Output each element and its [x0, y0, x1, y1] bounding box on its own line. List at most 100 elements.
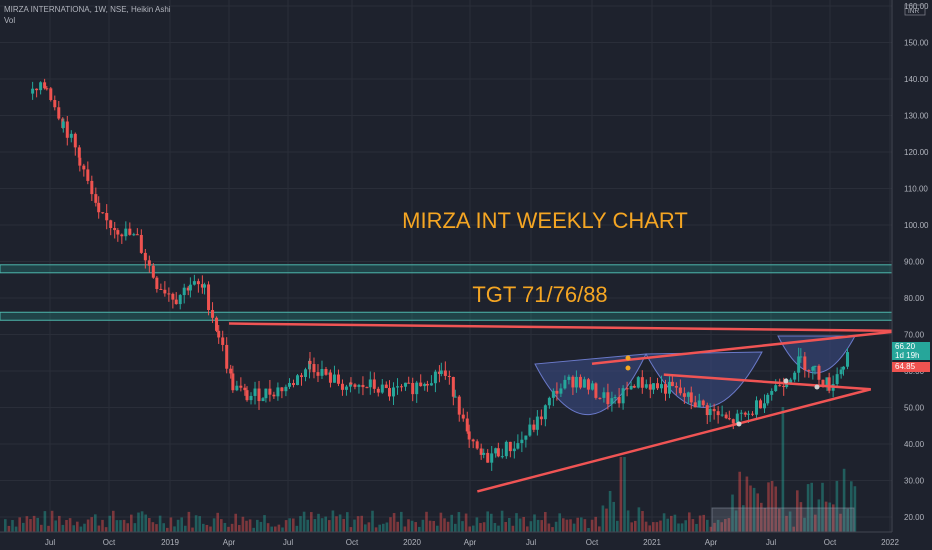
- x-tick-label: 2022: [881, 538, 899, 547]
- candle-body: [53, 100, 57, 108]
- volume-bar: [50, 510, 54, 532]
- volume-bar: [382, 523, 385, 532]
- candle-body: [324, 369, 328, 375]
- candle-body: [268, 388, 272, 395]
- volume-bar: [396, 521, 399, 532]
- candle-body: [555, 390, 559, 394]
- candle-body: [797, 356, 801, 373]
- volume-bar: [479, 523, 482, 532]
- candle-body: [571, 376, 575, 388]
- volume-bar: [140, 511, 144, 532]
- volume-bar: [821, 482, 824, 532]
- volume-bar: [191, 527, 194, 532]
- volume-bar: [389, 517, 392, 532]
- volume-bar: [713, 522, 716, 532]
- volume-bar: [785, 515, 788, 532]
- volume-bar: [342, 518, 345, 532]
- volume-bar: [328, 520, 331, 532]
- candle-body: [621, 388, 625, 404]
- candle-body: [471, 439, 475, 442]
- candle-body: [636, 377, 640, 388]
- chart-title-annotation: MIRZA INT WEEKLY CHART: [402, 208, 688, 233]
- candle-body: [839, 369, 843, 375]
- volume-bar: [526, 526, 529, 532]
- y-tick-label: 120.00: [904, 148, 929, 157]
- volume-bar: [410, 520, 414, 532]
- volume-bar: [418, 526, 421, 532]
- volume-bar: [839, 513, 842, 532]
- candle-body: [296, 375, 299, 386]
- candle-body: [188, 284, 192, 291]
- y-tick-label: 160.00: [904, 2, 929, 11]
- candle-body: [644, 384, 648, 388]
- candle-body: [846, 352, 849, 367]
- x-tick-label: Oct: [103, 538, 116, 547]
- chart-header-title: MIRZA INTERNATIONA, 1W, NSE, Heikin Ashi: [4, 5, 171, 14]
- volume-bar: [230, 523, 234, 532]
- candle-body: [496, 448, 500, 457]
- volume-bar: [533, 514, 536, 532]
- volume-bar: [14, 526, 18, 532]
- x-tick-label: Oct: [346, 538, 359, 547]
- candle-body: [186, 287, 190, 291]
- volume-bar: [288, 518, 291, 532]
- y-tick-label: 70.00: [904, 331, 925, 340]
- y-tick-label: 100.00: [904, 221, 929, 230]
- candle-body: [532, 424, 536, 430]
- volume-bar: [605, 508, 608, 532]
- candle-body: [407, 382, 411, 384]
- candle-body: [304, 369, 307, 377]
- volume-bar: [176, 519, 180, 532]
- candle-body: [504, 441, 508, 457]
- volume-bar: [122, 519, 126, 532]
- candle-body: [617, 397, 621, 404]
- candle-body: [842, 366, 845, 370]
- candle-body: [105, 212, 109, 221]
- volume-bar: [742, 505, 745, 532]
- candle-body: [827, 377, 831, 391]
- candle-body: [257, 388, 261, 402]
- volume-bar: [166, 527, 169, 532]
- candle-body: [486, 452, 490, 463]
- volume-bar: [709, 526, 713, 532]
- candle-body: [778, 385, 782, 387]
- volume-bar: [551, 527, 554, 532]
- candle-body: [292, 383, 295, 386]
- volume-bar: [238, 525, 241, 532]
- candle-body: [508, 441, 512, 452]
- candle-body: [300, 375, 303, 377]
- volume-bar: [216, 512, 219, 532]
- candle-body: [500, 456, 504, 458]
- volume-bar: [306, 519, 309, 532]
- candle-body: [192, 281, 196, 285]
- candle-body: [261, 398, 265, 402]
- pivot-marker: [625, 365, 631, 371]
- volume-bar: [680, 523, 684, 532]
- volume-bar: [853, 486, 857, 532]
- candle-body: [789, 379, 793, 384]
- candle-body: [563, 379, 567, 389]
- candle-body: [567, 376, 571, 380]
- candle-body: [411, 382, 415, 395]
- volume-bar: [590, 519, 594, 532]
- volume-bar: [652, 522, 655, 532]
- x-tick-label: 2021: [643, 538, 661, 547]
- volume-bar: [392, 513, 396, 532]
- volume-bar: [461, 521, 464, 532]
- volume-bar: [374, 527, 378, 532]
- candle-body: [365, 387, 369, 389]
- candle-body: [207, 284, 211, 311]
- volume-bar: [842, 468, 846, 532]
- volume-bar: [796, 490, 799, 532]
- volume-bar: [317, 513, 320, 532]
- candle-body: [35, 88, 39, 91]
- volume-bar: [655, 522, 659, 532]
- volume-bar: [292, 518, 295, 532]
- volume-bar: [594, 516, 597, 532]
- candle-body: [45, 88, 49, 90]
- volume-bar: [346, 512, 349, 532]
- volume-bar: [335, 516, 338, 532]
- volume-bar: [169, 517, 173, 532]
- candle-body: [629, 385, 633, 390]
